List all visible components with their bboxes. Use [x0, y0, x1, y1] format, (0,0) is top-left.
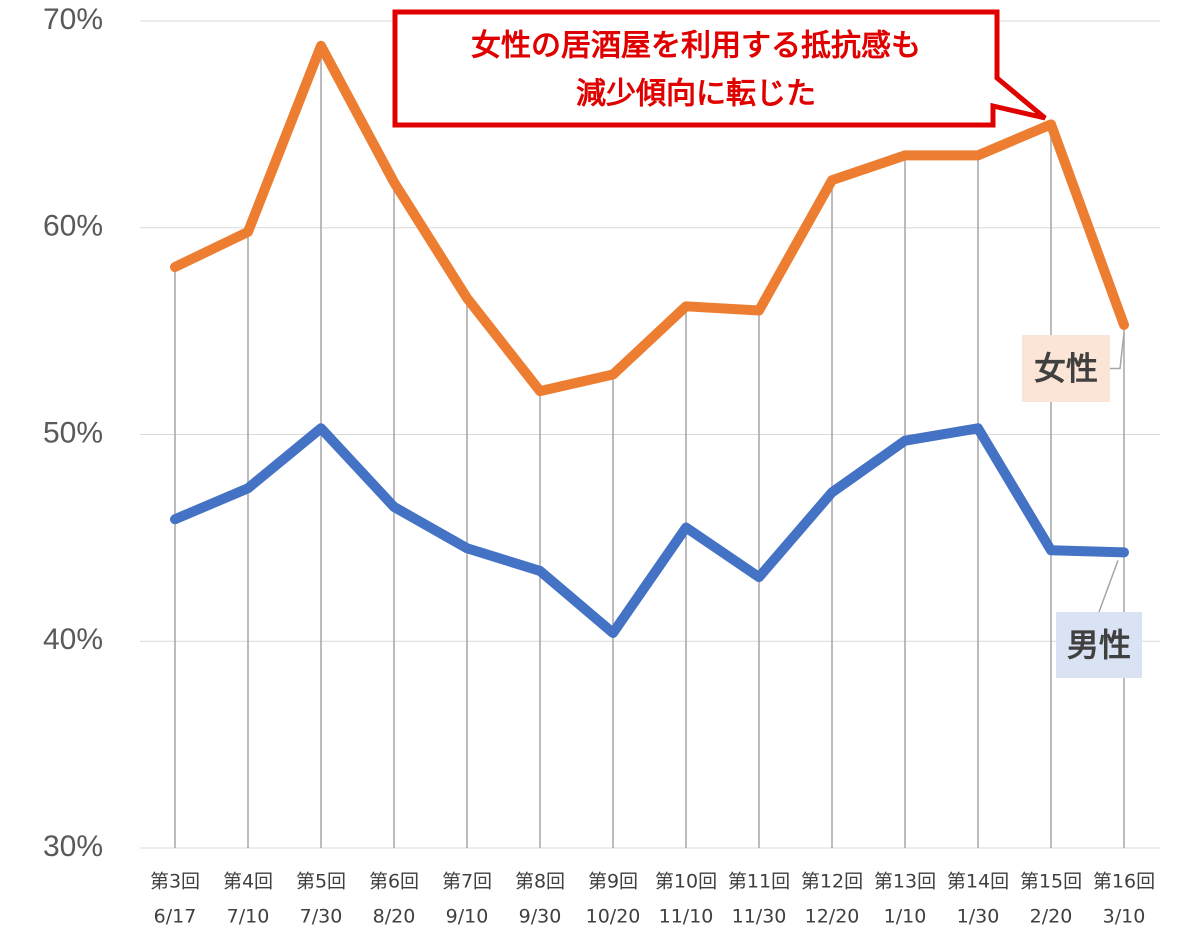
- legend-box: [1056, 612, 1142, 678]
- x-tick-label: 第7回: [442, 871, 492, 893]
- series-line: [170, 423, 1129, 638]
- legend-label: 男性: [1067, 626, 1131, 664]
- y-tick-label: 60%: [43, 210, 103, 243]
- x-tick-label: 第9回: [588, 871, 638, 893]
- x-tick-label: 第13回: [874, 871, 936, 893]
- x-tick-label: 11/10: [659, 906, 714, 928]
- x-tick-label: 1/10: [884, 906, 927, 928]
- x-tick-label: 第14回: [947, 871, 1009, 893]
- series-line: [170, 40, 1129, 397]
- x-tick-label: 12/20: [805, 906, 860, 928]
- legend-box: [1022, 335, 1110, 402]
- x-tick-label: 6/17: [154, 906, 197, 928]
- annotation: 減少傾向に転じた: [576, 77, 816, 112]
- y-tick-label: 70%: [43, 3, 103, 36]
- x-tick-label: 3/10: [1103, 906, 1146, 928]
- leader-line: [1110, 332, 1125, 370]
- x-tick-label: 7/30: [300, 906, 343, 928]
- y-tick-label: 40%: [43, 623, 103, 656]
- x-tick-label: 1/30: [957, 906, 1000, 928]
- x-tick-label: 第16回: [1093, 871, 1155, 893]
- x-tick-label: 2/20: [1030, 906, 1073, 928]
- y-tick-label: 30%: [43, 830, 103, 863]
- leader-line: [1098, 560, 1119, 613]
- x-tick-label: 第10回: [655, 871, 717, 893]
- x-tick-label: 10/20: [586, 906, 641, 928]
- x-tick-label: 11/30: [732, 906, 787, 928]
- x-tick-label: 第5回: [296, 871, 346, 893]
- x-tick-label: 第8回: [515, 871, 565, 893]
- x-tick-label: 9/10: [446, 906, 489, 928]
- annotation: 女性の居酒屋を利用する抵抗感も: [471, 29, 921, 64]
- x-tick-label: 第12回: [801, 871, 863, 893]
- x-tick-label: 第11回: [728, 871, 790, 893]
- x-tick-label: 第15回: [1020, 871, 1082, 893]
- x-tick-label: 8/20: [373, 906, 416, 928]
- x-tick-label: 第6回: [369, 871, 419, 893]
- x-tick-label: 第3回: [150, 871, 200, 893]
- x-tick-label: 9/30: [519, 906, 562, 928]
- legend-label: 女性: [1034, 350, 1098, 388]
- callout-box: [392, 9, 1047, 128]
- y-tick-label: 50%: [43, 416, 103, 449]
- x-tick-label: 7/10: [227, 906, 270, 928]
- x-tick-label: 第4回: [223, 871, 273, 893]
